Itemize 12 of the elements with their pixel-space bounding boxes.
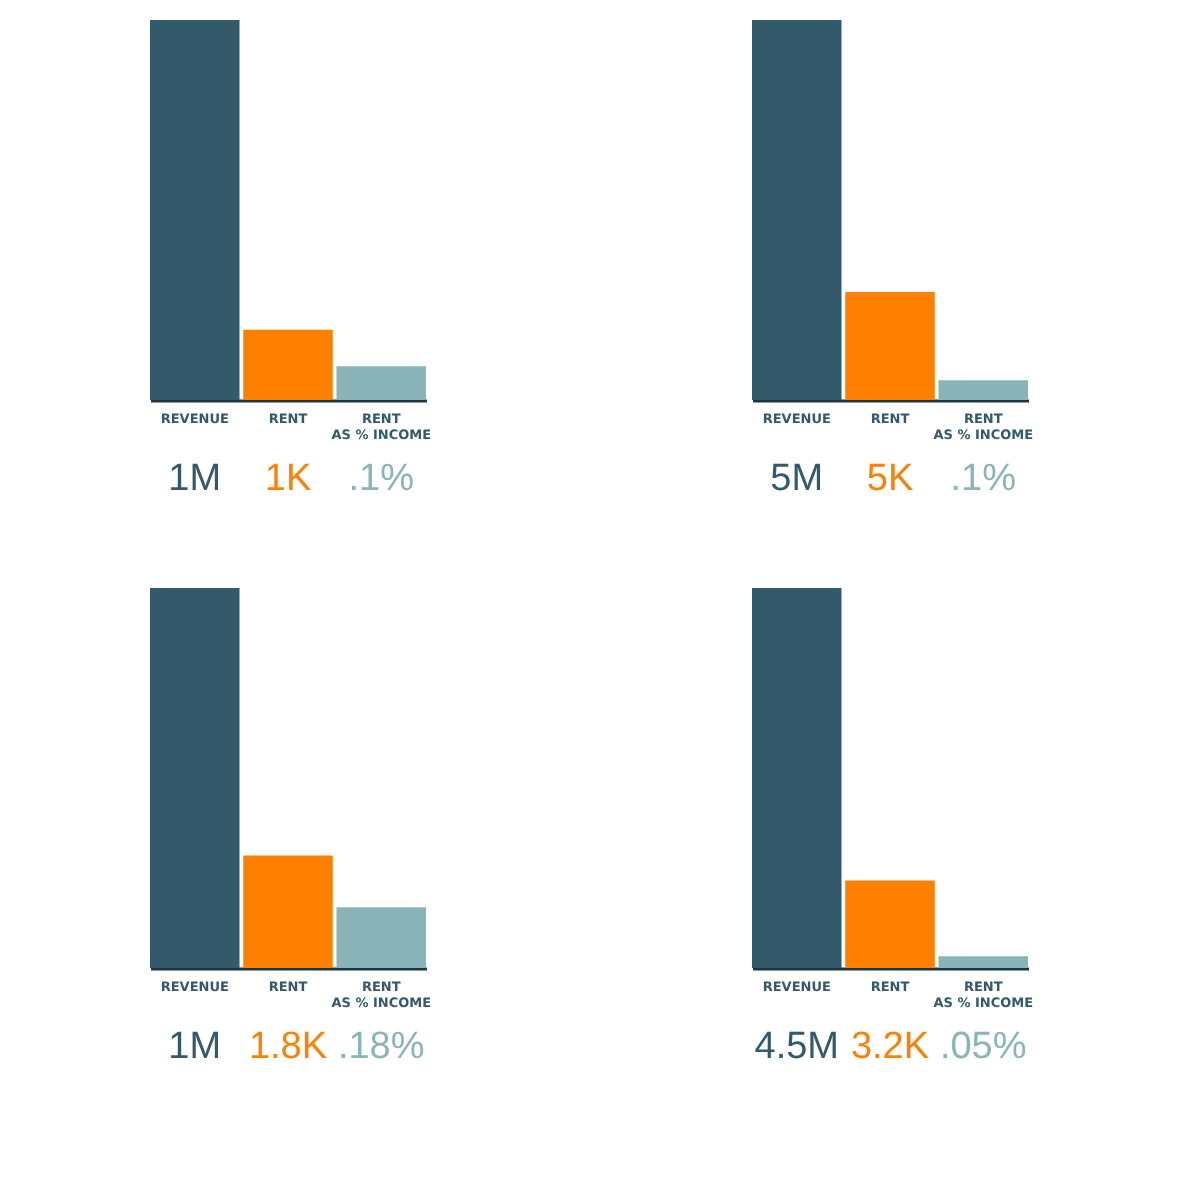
text: .1% [348,458,415,500]
text: .05% [939,1026,1027,1068]
text: 4.5M [754,1026,840,1068]
text: 3.2K [850,1026,930,1068]
text: 1M [168,458,222,500]
text: 1K [264,458,312,500]
text: 5K [866,458,914,500]
text: 1M [168,1026,222,1068]
text: 1.8K [248,1026,328,1068]
text: .1% [950,458,1017,500]
text: 5M [770,458,824,500]
text: .18% [337,1026,425,1068]
